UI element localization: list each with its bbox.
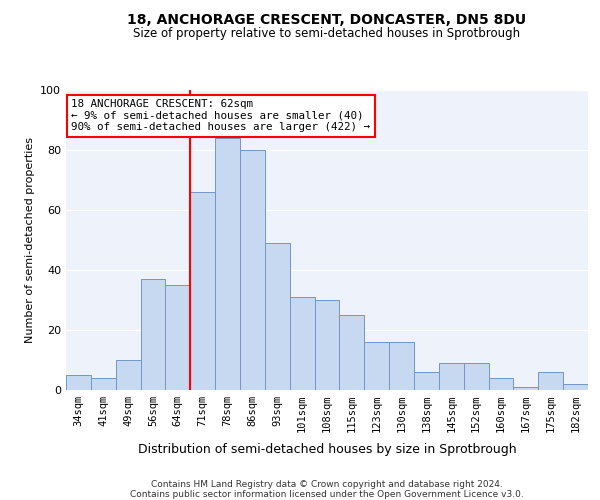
Bar (439, 363, 464, 390)
Bar (414, 372, 439, 390)
Bar (488, 378, 514, 390)
Text: Contains HM Land Registry data © Crown copyright and database right 2024.
Contai: Contains HM Land Registry data © Crown c… (130, 480, 524, 500)
Bar (538, 372, 563, 390)
Bar (116, 360, 140, 390)
Bar (340, 315, 364, 390)
Text: Distribution of semi-detached houses by size in Sprotbrough: Distribution of semi-detached houses by … (137, 442, 517, 456)
Bar (464, 363, 488, 390)
Bar (265, 243, 290, 390)
Bar (240, 150, 265, 390)
Text: 18, ANCHORAGE CRESCENT, DONCASTER, DN5 8DU: 18, ANCHORAGE CRESCENT, DONCASTER, DN5 8… (127, 12, 527, 26)
Text: Size of property relative to semi-detached houses in Sprotbrough: Size of property relative to semi-detach… (133, 28, 521, 40)
Bar (166, 285, 190, 390)
Bar (314, 300, 340, 390)
Bar (364, 342, 389, 390)
Bar (66, 375, 91, 390)
Bar (140, 279, 166, 390)
Y-axis label: Number of semi-detached properties: Number of semi-detached properties (25, 137, 35, 343)
Bar (563, 384, 588, 390)
Bar (389, 342, 414, 390)
Bar (290, 297, 314, 390)
Bar (190, 192, 215, 390)
Bar (91, 378, 116, 390)
Bar (514, 387, 538, 390)
Text: 18 ANCHORAGE CRESCENT: 62sqm
← 9% of semi-detached houses are smaller (40)
90% o: 18 ANCHORAGE CRESCENT: 62sqm ← 9% of sem… (71, 99, 370, 132)
Bar (215, 138, 240, 390)
